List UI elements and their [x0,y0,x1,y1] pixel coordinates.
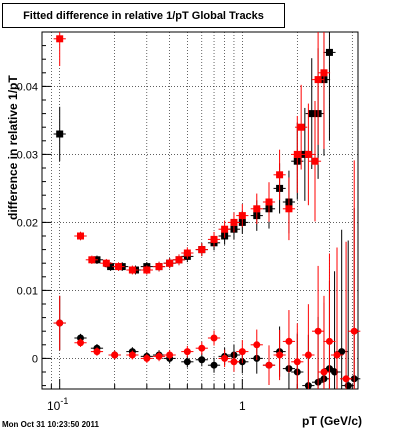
data-point-circle [198,356,206,364]
y-tick-label: 0.01 [17,285,38,297]
data-point-square [143,266,151,274]
data-point-square [210,235,218,243]
x-axis-label: pT (GeV/c) [301,414,362,428]
data-point-circle [238,348,246,356]
plot-frame [41,31,359,390]
y-tick-label: 0.03 [17,149,38,161]
data-point-square [304,150,312,158]
data-point-square [311,157,319,165]
data-point-circle [333,351,341,359]
data-point-square [102,259,110,267]
data-point-square [320,69,328,77]
data-point-circle [253,341,261,349]
data-point-circle [304,351,312,359]
data-point-circle [276,351,284,359]
data-point-square [166,259,174,267]
y-axis-label: difference in relative 1/pT [6,75,20,220]
data-point-circle [183,348,191,356]
data-point-circle [325,337,333,345]
timestamp: Mon Oct 31 10:23:50 2011 [2,420,99,429]
data-point-circle [111,351,119,359]
data-point-square [285,205,293,213]
y-tick-label: 0 [32,353,38,365]
data-point-circle [143,354,151,362]
data-point-circle [230,358,238,366]
data-point-square [155,263,163,271]
data-point-square [265,198,273,206]
data-point-circle [210,334,218,342]
x-tick-label: 1 [239,399,246,413]
y-tick-label: 0.04 [17,81,38,93]
data-point-square [325,48,333,56]
x-tick-label: 10-1 [47,396,68,413]
data-point-circle [183,358,191,366]
data-point-square [221,225,229,233]
data-point-square [56,130,64,138]
data-point-square [115,263,123,271]
data-point-circle [221,354,229,362]
data-point-circle [320,368,328,376]
data-point-circle [155,352,163,360]
data-point-circle [56,319,64,327]
data-point-square [297,123,305,131]
data-point-square [107,263,115,271]
data-point-square [128,266,136,274]
data-point-circle [128,351,136,359]
data-point-circle [265,361,273,369]
data-point-circle [166,351,174,359]
data-point-circle [285,337,293,345]
chart-title: Fitted difference in relative 1/pT Globa… [2,3,285,28]
data-point-circle [293,358,301,366]
data-point-square [175,256,183,264]
y-tick-label: 0.02 [17,217,38,229]
data-point-circle [93,348,101,356]
data-point-square [308,110,316,118]
data-point-square [183,249,191,257]
data-point-square [293,150,301,158]
data-point-square [238,212,246,220]
data-point-circle [198,344,206,352]
data-point-circle [210,361,218,369]
data-point-square [253,205,261,213]
data-point-circle [350,327,358,335]
data-point-square [230,218,238,226]
data-point-square [56,35,64,43]
data-point-square [77,232,85,240]
data-point-circle [342,375,350,383]
data-point-square [198,246,206,254]
data-point-square [314,76,322,84]
data-point-square [276,171,284,179]
data-point-square [88,256,96,264]
data-point-circle [331,368,339,376]
data-point-circle [77,339,85,347]
data-point-circle [314,327,322,335]
